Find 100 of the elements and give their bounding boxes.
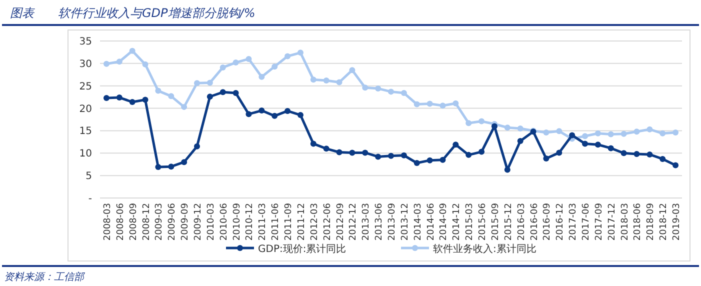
point bbox=[414, 160, 420, 166]
x-tick-label: 2012-09 bbox=[336, 202, 346, 241]
point bbox=[556, 128, 562, 134]
x-tick-label: 2013-03 bbox=[362, 203, 372, 241]
point bbox=[388, 88, 394, 95]
point bbox=[142, 61, 148, 68]
point bbox=[646, 126, 653, 132]
point bbox=[504, 124, 510, 131]
x-tick-label: 2008-12 bbox=[142, 203, 152, 241]
legend-label: GDP:现价:累计同比 bbox=[258, 243, 346, 255]
x-tick-label: 2008-03 bbox=[102, 203, 113, 241]
x-tick-label: 2016-03 bbox=[516, 203, 527, 241]
point bbox=[103, 60, 110, 67]
point bbox=[620, 130, 627, 137]
point bbox=[194, 143, 200, 150]
point bbox=[517, 138, 524, 144]
x-tick-label: 2017-03 bbox=[568, 203, 579, 241]
point bbox=[466, 120, 472, 126]
point bbox=[556, 150, 562, 156]
point bbox=[517, 125, 524, 132]
point bbox=[672, 130, 679, 136]
point bbox=[349, 67, 356, 74]
x-tick-label: 2013-06 bbox=[374, 202, 385, 241]
x-tick-label: 2014-03 bbox=[413, 203, 424, 241]
x-tick-label: 2010-12 bbox=[245, 203, 256, 241]
point bbox=[310, 76, 316, 83]
point bbox=[116, 58, 122, 65]
point bbox=[258, 74, 265, 80]
point bbox=[272, 112, 278, 119]
point bbox=[246, 111, 252, 118]
point bbox=[181, 159, 188, 166]
point bbox=[608, 145, 614, 152]
x-tick-label: 2009-06 bbox=[168, 202, 178, 241]
x-tick-label: 2011-09 bbox=[284, 202, 294, 241]
x-tick-label: 2018-06 bbox=[633, 202, 644, 241]
x-tick-label: 2014-09 bbox=[439, 202, 450, 241]
x-tick-label: 2018-09 bbox=[646, 202, 656, 241]
x-tick-label: 2014-12 bbox=[452, 203, 462, 241]
point bbox=[582, 133, 588, 140]
point bbox=[608, 131, 614, 138]
point bbox=[362, 150, 368, 156]
x-tick-label: 2016-06 bbox=[530, 202, 540, 241]
point bbox=[400, 152, 407, 158]
point bbox=[646, 151, 653, 158]
point bbox=[142, 96, 148, 103]
x-tick-label: 2015-06 bbox=[478, 202, 488, 241]
point bbox=[232, 60, 239, 66]
x-tick-label: 2011-06 bbox=[271, 202, 282, 241]
point bbox=[478, 118, 485, 124]
x-tick-label: 2016-12 bbox=[556, 203, 566, 241]
point bbox=[103, 94, 110, 101]
point bbox=[258, 108, 265, 114]
point bbox=[272, 64, 278, 70]
point bbox=[246, 56, 252, 62]
point bbox=[206, 94, 213, 100]
point bbox=[452, 100, 459, 106]
point bbox=[362, 84, 368, 91]
x-tick-label: 2013-09 bbox=[388, 202, 398, 241]
x-tick-label: 2012-03 bbox=[310, 203, 320, 241]
y-tick-label: 35 bbox=[79, 36, 92, 48]
x-tick-label: 2019-03 bbox=[672, 203, 682, 241]
point bbox=[660, 156, 666, 162]
y-tick-label: 10 bbox=[79, 148, 92, 160]
point bbox=[168, 93, 174, 100]
point bbox=[297, 50, 304, 56]
y-tick-label: 20 bbox=[79, 104, 92, 115]
point bbox=[220, 64, 226, 70]
x-tick-label: 2018-03 bbox=[620, 203, 630, 241]
x-tick-label: 2008-06 bbox=[116, 202, 126, 241]
y-tick-label: - bbox=[88, 194, 92, 204]
point bbox=[543, 156, 550, 162]
point bbox=[284, 108, 291, 114]
x-tick-label: 2015-09 bbox=[490, 202, 501, 241]
point bbox=[375, 86, 382, 92]
x-tick-label: 2015-12 bbox=[504, 203, 514, 241]
x-tick-label: 2012-06 bbox=[322, 202, 333, 241]
text: 资料来源：工信部 bbox=[4, 271, 86, 283]
legend-label: 软件业务收入:累计同比 bbox=[433, 243, 536, 255]
point bbox=[466, 152, 472, 158]
x-tick-label: 2016-09 bbox=[542, 202, 553, 241]
x-tick-label: 2014-06 bbox=[426, 202, 436, 241]
point bbox=[634, 151, 640, 158]
point bbox=[414, 101, 420, 108]
x-tick-label: 2008-09 bbox=[128, 202, 139, 241]
point bbox=[297, 112, 304, 118]
x-tick-label: 2013-12 bbox=[400, 203, 410, 241]
point bbox=[440, 102, 446, 109]
point bbox=[452, 142, 459, 148]
x-tick-label: 2010-06 bbox=[219, 202, 230, 241]
x-tick-label: 2012-12 bbox=[348, 203, 359, 241]
x-tick-label: 2017-09 bbox=[594, 202, 604, 241]
point bbox=[181, 104, 188, 110]
point bbox=[116, 94, 122, 101]
x-tick-label: 2010-03 bbox=[206, 203, 216, 241]
chart-title: 图表 软件行业收入与GDP增速部分脱钩/% bbox=[10, 6, 256, 20]
x-tick-label: 2015-03 bbox=[465, 203, 476, 241]
point bbox=[426, 100, 433, 107]
x-tick-label: 2017-12 bbox=[607, 203, 618, 241]
point bbox=[569, 132, 576, 138]
point bbox=[388, 152, 394, 159]
